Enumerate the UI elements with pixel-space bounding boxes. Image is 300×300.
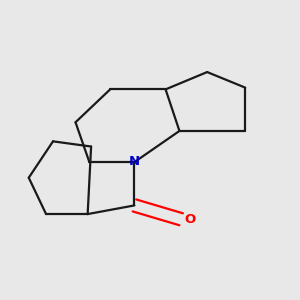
Text: N: N [129, 154, 140, 168]
Text: O: O [184, 213, 196, 226]
